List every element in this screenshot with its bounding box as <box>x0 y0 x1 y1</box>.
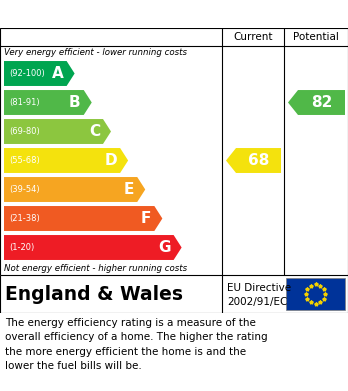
Polygon shape <box>4 61 74 86</box>
Text: (81-91): (81-91) <box>9 98 40 107</box>
Text: B: B <box>69 95 81 110</box>
Text: Very energy efficient - lower running costs: Very energy efficient - lower running co… <box>4 48 187 57</box>
Text: The energy efficiency rating is a measure of the
overall efficiency of a home. T: The energy efficiency rating is a measur… <box>5 318 268 371</box>
Polygon shape <box>4 148 128 173</box>
Text: (1-20): (1-20) <box>9 243 34 252</box>
Polygon shape <box>4 119 111 144</box>
Text: (21-38): (21-38) <box>9 214 40 223</box>
Text: A: A <box>52 66 64 81</box>
Polygon shape <box>4 177 145 202</box>
Text: England & Wales: England & Wales <box>5 285 183 303</box>
Text: C: C <box>89 124 100 139</box>
Text: Energy Efficiency Rating: Energy Efficiency Rating <box>10 7 232 22</box>
Text: G: G <box>158 240 171 255</box>
Text: EU Directive: EU Directive <box>227 283 291 293</box>
Text: 68: 68 <box>248 153 269 168</box>
Text: 2002/91/EC: 2002/91/EC <box>227 297 287 307</box>
Text: Potential: Potential <box>293 32 339 42</box>
Text: (39-54): (39-54) <box>9 185 40 194</box>
Text: E: E <box>124 182 134 197</box>
Polygon shape <box>226 148 281 173</box>
Text: 82: 82 <box>311 95 332 110</box>
Text: (55-68): (55-68) <box>9 156 40 165</box>
Text: (92-100): (92-100) <box>9 69 45 78</box>
Text: F: F <box>141 211 151 226</box>
Polygon shape <box>4 206 163 231</box>
Text: (69-80): (69-80) <box>9 127 40 136</box>
Bar <box>286 278 345 310</box>
Polygon shape <box>4 235 182 260</box>
Polygon shape <box>4 90 92 115</box>
Text: Current: Current <box>233 32 273 42</box>
Text: Not energy efficient - higher running costs: Not energy efficient - higher running co… <box>4 264 187 273</box>
Text: D: D <box>104 153 117 168</box>
Polygon shape <box>288 90 345 115</box>
